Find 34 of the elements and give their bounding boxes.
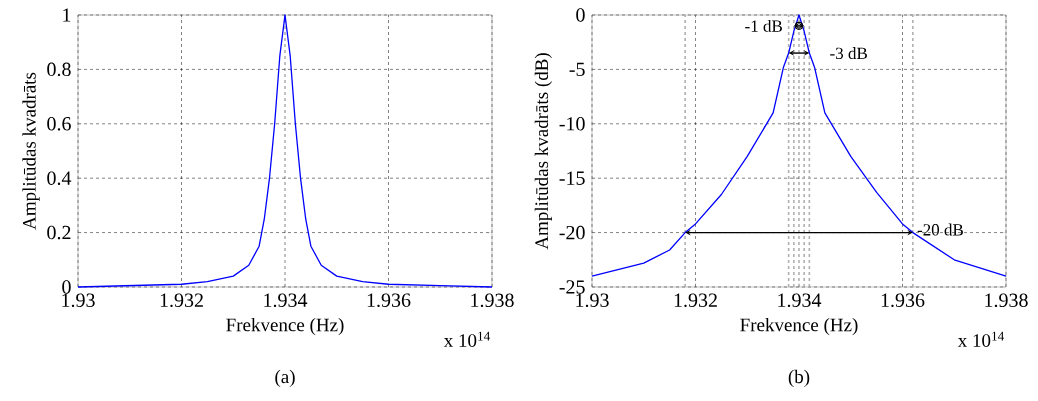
- x-tick-label: 1.934: [778, 293, 822, 308]
- y-tick-label: -15: [559, 171, 585, 185]
- x-axis-title: Frekvence (Hz): [740, 317, 858, 336]
- text: (a): [275, 369, 295, 388]
- y-tick-label: 1: [63, 8, 71, 22]
- x-tick-label: 1.932: [160, 293, 203, 308]
- x-tick-label: 1.938: [985, 293, 1028, 308]
- y-tick-label: 0.6: [47, 117, 71, 131]
- y-tick-label: -25: [559, 280, 585, 294]
- y-tick-label: 0: [576, 8, 585, 22]
- x-tick-label: 1.938: [471, 293, 514, 308]
- annotation: -20 dB: [917, 223, 963, 236]
- y-tick-label: -20: [559, 225, 585, 240]
- y-tick-label: 0.4: [47, 171, 72, 185]
- x-tick-label: 1.932: [674, 293, 717, 308]
- y-axis-title: Amplitūdas kvadrāts: [22, 72, 40, 230]
- line-series: [591, 14, 1007, 277]
- x-tick-label: 1.934: [264, 293, 308, 308]
- text: (b): [788, 369, 810, 388]
- text: x 10$^{14}$: [957, 331, 1005, 347]
- annotation: -1 dB: [745, 19, 782, 32]
- text: x 10$^{14}$: [443, 331, 491, 347]
- annotation: -3 dB: [830, 47, 867, 60]
- x-tick-label: 1.936: [367, 293, 411, 308]
- x-axis-title: Frekvence (Hz): [226, 317, 344, 336]
- x-tick-label: 1.93: [62, 293, 95, 308]
- x-tick-label: 1.936: [881, 293, 925, 308]
- y-tick-label: -10: [559, 117, 585, 131]
- y-tick-label: -5: [569, 62, 585, 77]
- y-tick-label: 0.2: [47, 225, 71, 240]
- y-tick-label: 0: [62, 280, 71, 294]
- y-tick-label: 0.8: [47, 62, 71, 77]
- x-tick-label: 1.93: [576, 293, 609, 308]
- y-axis-title: Amplitūdas kvadrāts (dB): [534, 53, 552, 250]
